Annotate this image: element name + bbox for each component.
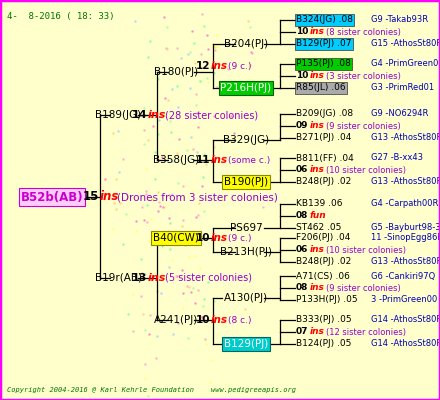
Text: KB139 .06: KB139 .06	[296, 200, 342, 208]
Text: 14: 14	[132, 110, 147, 120]
Text: (9 sister colonies): (9 sister colonies)	[326, 122, 401, 130]
Text: G14 -AthosSt80R: G14 -AthosSt80R	[371, 340, 440, 348]
Text: P135(PJ) .08: P135(PJ) .08	[296, 60, 351, 68]
Text: (8 c.): (8 c.)	[228, 316, 252, 324]
Text: 13: 13	[132, 273, 147, 283]
Text: 09: 09	[296, 122, 308, 130]
Text: B333(PJ) .05: B333(PJ) .05	[296, 316, 352, 324]
Text: 07: 07	[296, 328, 308, 336]
Text: 08: 08	[296, 284, 308, 292]
Text: ins: ins	[211, 61, 228, 71]
Text: (10 sister colonies): (10 sister colonies)	[326, 246, 406, 254]
Text: ins: ins	[148, 273, 166, 283]
Text: ins: ins	[310, 166, 325, 174]
Text: G14 -AthosSt80R: G14 -AthosSt80R	[371, 316, 440, 324]
Text: F206(PJ) .04: F206(PJ) .04	[296, 234, 350, 242]
Text: ins: ins	[211, 155, 228, 165]
Text: B324(JG) .08: B324(JG) .08	[296, 16, 353, 24]
Text: B129(PJ): B129(PJ)	[224, 339, 268, 349]
Text: (5 sister colonies): (5 sister colonies)	[165, 273, 252, 283]
Text: B204(PJ): B204(PJ)	[224, 39, 268, 49]
Text: (9 c.): (9 c.)	[228, 234, 252, 242]
Text: (12 sister colonies): (12 sister colonies)	[326, 328, 406, 336]
Text: A241(PJ): A241(PJ)	[154, 315, 198, 325]
Text: ins: ins	[310, 246, 325, 254]
Text: B358(JG): B358(JG)	[153, 155, 199, 165]
Text: P216H(PJ): P216H(PJ)	[220, 83, 271, 93]
Text: (9 sister colonies): (9 sister colonies)	[326, 284, 401, 292]
Text: 12: 12	[195, 61, 210, 71]
Text: 06: 06	[296, 166, 308, 174]
Text: B40(CW): B40(CW)	[153, 233, 199, 243]
Text: B248(PJ) .02: B248(PJ) .02	[296, 178, 351, 186]
Text: (some c.): (some c.)	[228, 156, 270, 164]
Text: G9 -Takab93R: G9 -Takab93R	[371, 16, 428, 24]
Text: ins: ins	[211, 315, 228, 325]
Text: 3 -PrimGreen00: 3 -PrimGreen00	[371, 296, 437, 304]
Text: B52b(AB): B52b(AB)	[21, 190, 83, 204]
Text: PS697: PS697	[230, 223, 262, 233]
Text: 10: 10	[296, 28, 308, 36]
Text: Copyright 2004-2016 @ Karl Kehrle Foundation    www.pedigreeapis.org: Copyright 2004-2016 @ Karl Kehrle Founda…	[7, 387, 296, 393]
Text: G13 -AthosSt80R: G13 -AthosSt80R	[371, 134, 440, 142]
Text: 10: 10	[195, 315, 210, 325]
Text: 15: 15	[83, 190, 99, 204]
Text: G3 -PrimRed01: G3 -PrimRed01	[371, 84, 434, 92]
Text: (3 sister colonies): (3 sister colonies)	[326, 72, 401, 80]
Text: B129(PJ) .07: B129(PJ) .07	[296, 40, 352, 48]
Text: 11 -SinopEgg86R: 11 -SinopEgg86R	[371, 234, 440, 242]
Text: G15 -AthosSt80R: G15 -AthosSt80R	[371, 40, 440, 48]
Text: ins: ins	[100, 190, 119, 204]
Text: (28 sister colonies): (28 sister colonies)	[165, 110, 258, 120]
Text: (Drones from 3 sister colonies): (Drones from 3 sister colonies)	[117, 192, 278, 202]
Text: 10: 10	[296, 72, 308, 80]
Text: 06: 06	[296, 246, 308, 254]
Text: 10: 10	[195, 233, 210, 243]
Text: ins: ins	[310, 28, 325, 36]
Text: B180(PJ): B180(PJ)	[154, 67, 198, 77]
Text: ins: ins	[148, 110, 166, 120]
Text: fun: fun	[310, 212, 326, 220]
Text: G13 -AthosSt80R: G13 -AthosSt80R	[371, 258, 440, 266]
Text: B811(FF) .04: B811(FF) .04	[296, 154, 354, 162]
Text: A130(PJ): A130(PJ)	[224, 293, 268, 303]
Text: ST462 .05: ST462 .05	[296, 224, 341, 232]
Text: B213H(PJ): B213H(PJ)	[220, 247, 272, 257]
Text: P133H(PJ) .05: P133H(PJ) .05	[296, 296, 358, 304]
Text: G4 -Carpath00R: G4 -Carpath00R	[371, 200, 438, 208]
Text: ins: ins	[310, 122, 325, 130]
Text: G9 -NO6294R: G9 -NO6294R	[371, 110, 429, 118]
Text: 08: 08	[296, 212, 308, 220]
Text: R85(JL) .06: R85(JL) .06	[296, 84, 346, 92]
Text: B19r(AB): B19r(AB)	[95, 273, 142, 283]
Text: G5 -Bayburt98-3: G5 -Bayburt98-3	[371, 224, 440, 232]
Text: G6 -Cankiri97Q: G6 -Cankiri97Q	[371, 272, 435, 280]
Text: ins: ins	[310, 328, 325, 336]
Text: ins: ins	[310, 72, 325, 80]
Text: 11: 11	[195, 155, 210, 165]
Text: B329(JG): B329(JG)	[223, 135, 269, 145]
Text: (9 c.): (9 c.)	[228, 62, 252, 70]
Text: ins: ins	[211, 233, 228, 243]
Text: G13 -AthosSt80R: G13 -AthosSt80R	[371, 178, 440, 186]
Text: G27 -B-xx43: G27 -B-xx43	[371, 154, 423, 162]
Text: G4 -PrimGreen00: G4 -PrimGreen00	[371, 60, 440, 68]
Text: B248(PJ) .02: B248(PJ) .02	[296, 258, 351, 266]
Text: B124(PJ) .05: B124(PJ) .05	[296, 340, 352, 348]
Text: (8 sister colonies): (8 sister colonies)	[326, 28, 401, 36]
Text: B190(PJ): B190(PJ)	[224, 177, 268, 187]
Text: (10 sister colonies): (10 sister colonies)	[326, 166, 406, 174]
Text: A71(CS) .06: A71(CS) .06	[296, 272, 350, 280]
Text: ins: ins	[310, 284, 325, 292]
Text: B189(JG): B189(JG)	[95, 110, 141, 120]
Text: B271(PJ) .04: B271(PJ) .04	[296, 134, 352, 142]
Text: B209(JG) .08: B209(JG) .08	[296, 110, 353, 118]
Text: 4-  8-2016 ( 18: 33): 4- 8-2016 ( 18: 33)	[7, 12, 114, 21]
